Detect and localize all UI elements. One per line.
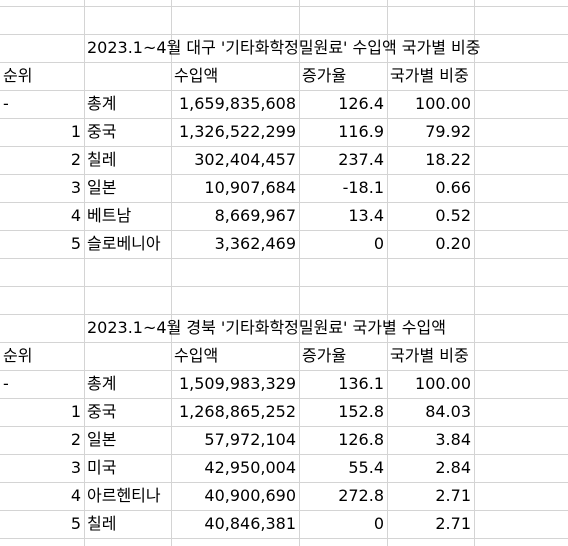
row-divider [0,90,568,91]
cell-amount[interactable]: 57,972,104 [204,430,296,449]
row-divider [0,62,568,63]
header-amount[interactable]: 수입액 [174,66,219,85]
cell-country[interactable]: 베트남 [87,206,132,225]
cell-share[interactable]: 0.66 [435,178,471,197]
row-divider [0,118,568,119]
column-divider [299,0,300,546]
row-divider [0,6,568,7]
cell-country[interactable]: 총계 [87,94,117,113]
cell-share[interactable]: 18.22 [425,150,471,169]
cell-share[interactable]: 2.84 [435,458,471,477]
row-divider [0,482,568,483]
header-rank[interactable]: 순위 [3,346,33,365]
header-growth[interactable]: 증가율 [302,66,347,85]
cell-amount[interactable]: 1,659,835,608 [178,94,296,113]
cell-growth[interactable]: 237.4 [338,150,384,169]
cell-country[interactable]: 칠레 [87,150,117,169]
cell-rank[interactable]: 4 [70,486,81,505]
row-divider [0,258,568,259]
cell-amount[interactable]: 1,268,865,252 [178,402,296,421]
cell-rank[interactable]: 3 [70,458,81,477]
cell-country[interactable]: 중국 [87,122,117,141]
cell-growth[interactable]: 0 [373,234,384,253]
cell-amount[interactable]: 1,509,983,329 [178,374,296,393]
row-divider [0,286,568,287]
table-title[interactable]: 2023.1~4월 경북 '기타화학정밀원료' 국가별 수입액 [87,318,446,337]
cell-growth[interactable]: 126.8 [338,430,384,449]
header-rank[interactable]: 순위 [3,66,33,85]
cell-amount[interactable]: 3,362,469 [214,234,296,253]
cell-rank[interactable]: 5 [70,514,81,533]
cell-rank[interactable]: 3 [70,178,81,197]
cell-amount[interactable]: 302,404,457 [194,150,296,169]
cell-growth[interactable]: 116.9 [338,122,384,141]
cell-growth[interactable]: 272.8 [338,486,384,505]
row-divider [0,454,568,455]
column-divider [171,0,172,546]
cell-growth[interactable]: 0 [373,514,384,533]
cell-share[interactable]: 0.20 [435,234,471,253]
cell-share[interactable]: 79.92 [425,122,471,141]
cell-rank[interactable]: 5 [70,234,81,253]
cell-country[interactable]: 아르헨티나 [87,486,161,505]
table-title[interactable]: 2023.1~4월 대구 '기타화학정밀원료' 수입액 국가별 비중 [87,38,481,57]
cell-growth[interactable]: 152.8 [338,402,384,421]
cell-growth[interactable]: 55.4 [348,458,384,477]
row-divider [0,398,568,399]
cell-country[interactable]: 슬로베니아 [87,234,161,253]
column-divider [474,0,475,546]
row-divider [0,510,568,511]
cell-country[interactable]: 일본 [87,430,117,449]
row-divider [0,538,568,539]
cell-growth[interactable]: 136.1 [338,374,384,393]
column-divider [84,0,85,546]
cell-amount[interactable]: 10,907,684 [204,178,296,197]
cell-amount[interactable]: 40,900,690 [204,486,296,505]
cell-country[interactable]: 칠레 [87,514,117,533]
row-divider [0,202,568,203]
header-share[interactable]: 국가별 비중 [390,66,469,85]
cell-amount[interactable]: 1,326,522,299 [178,122,296,141]
row-divider [0,230,568,231]
cell-rank[interactable]: 2 [70,430,81,449]
cell-share[interactable]: 100.00 [415,94,471,113]
cell-share[interactable]: 84.03 [425,402,471,421]
row-divider [0,370,568,371]
cell-share[interactable]: 100.00 [415,374,471,393]
row-divider [0,426,568,427]
cell-country[interactable]: 미국 [87,458,117,477]
cell-country[interactable]: 일본 [87,178,117,197]
cell-growth[interactable]: 13.4 [348,206,384,225]
cell-rank[interactable]: 1 [70,402,81,421]
cell-rank[interactable]: - [3,94,9,113]
header-share[interactable]: 국가별 비중 [390,346,469,365]
row-divider [0,34,568,35]
header-growth[interactable]: 증가율 [302,346,347,365]
cell-growth[interactable]: 126.4 [338,94,384,113]
cell-amount[interactable]: 8,669,967 [214,206,296,225]
cell-rank[interactable]: 1 [70,122,81,141]
cell-share[interactable]: 2.71 [435,486,471,505]
cell-country[interactable]: 중국 [87,402,117,421]
header-amount[interactable]: 수입액 [174,346,219,365]
cell-growth[interactable]: -18.1 [342,178,384,197]
cell-rank[interactable]: - [3,374,9,393]
cell-amount[interactable]: 40,846,381 [204,514,296,533]
row-divider [0,342,568,343]
row-divider [0,174,568,175]
cell-share[interactable]: 3.84 [435,430,471,449]
cell-amount[interactable]: 42,950,004 [204,458,296,477]
cell-rank[interactable]: 2 [70,150,81,169]
cell-share[interactable]: 2.71 [435,514,471,533]
cell-share[interactable]: 0.52 [435,206,471,225]
cell-country[interactable]: 총계 [87,374,117,393]
column-divider [387,0,388,546]
row-divider [0,146,568,147]
row-divider [0,314,568,315]
cell-rank[interactable]: 4 [70,206,81,225]
